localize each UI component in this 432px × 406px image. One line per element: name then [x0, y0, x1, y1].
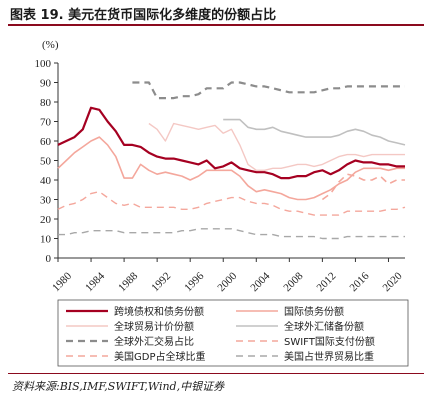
series-line-7	[58, 228, 405, 240]
legend-label-7: 美国占世界贸易比重	[284, 350, 374, 363]
series-line-5	[321, 173, 405, 201]
y-tick-label: 20	[40, 214, 52, 226]
y-tick-label: 70	[40, 117, 52, 129]
y-tick-label: 60	[40, 136, 52, 148]
legend-label-1: 国际债务份额	[284, 305, 344, 318]
legend-label-0: 跨境债权和债务份额	[114, 305, 204, 318]
chart-title: 图表 19. 美元在货币国际化多维度的份额占比	[10, 8, 277, 23]
x-tick-label: 2000	[215, 270, 239, 294]
series-line-4	[132, 81, 405, 100]
x-tick-label: 1980	[50, 270, 74, 294]
x-tick-label: 1996	[182, 270, 206, 294]
x-tick-label: 2008	[281, 270, 305, 294]
y-tick-label: 40	[40, 175, 52, 187]
x-tick-label: 2020	[381, 270, 405, 294]
legend-label-5: SWIFT国际支付份额	[284, 335, 375, 348]
x-tick-label: 1988	[116, 270, 140, 294]
x-tick-label: 1992	[149, 270, 173, 294]
title-rule	[8, 24, 424, 26]
y-tick-label: 90	[40, 78, 52, 90]
y-tick-label: 10	[40, 234, 52, 246]
legend-label-6: 美国GDP占全球比重	[114, 350, 205, 363]
x-tick-label: 2016	[348, 270, 372, 294]
series-line-3	[223, 118, 406, 146]
y-tick-label: 100	[35, 58, 52, 70]
y-tick-label: 50	[40, 156, 52, 168]
x-tick-label: 2004	[248, 270, 272, 294]
bottom-rule	[8, 373, 424, 374]
series-line-1	[57, 136, 405, 201]
x-tick-label: 1984	[83, 270, 107, 294]
series-line-0	[57, 106, 405, 180]
x-tick-label: 2012	[314, 270, 338, 294]
axes: 0 10 20 30 40 50 60 70 80 90 100 1980 1984 1988 1992 19…	[35, 58, 405, 294]
legend-label-2: 全球贸易计价份额	[114, 320, 194, 333]
series-line-2	[148, 122, 405, 172]
source-note: 资料来源:BIS,IMF,SWIFT,Wind,中银证券	[12, 380, 225, 393]
y-tick-label: 80	[40, 97, 52, 109]
series-line-6	[57, 190, 406, 216]
y-axis-unit-label: (%)	[42, 39, 59, 51]
legend-label-4: 全球外汇交易占比	[114, 335, 194, 348]
y-tick-label: 30	[40, 195, 52, 207]
legend-label-3: 全球外汇储备份额	[284, 320, 364, 333]
legend-box	[57, 299, 409, 367]
y-tick-label: 0	[46, 253, 52, 265]
series-layer	[57, 81, 406, 240]
